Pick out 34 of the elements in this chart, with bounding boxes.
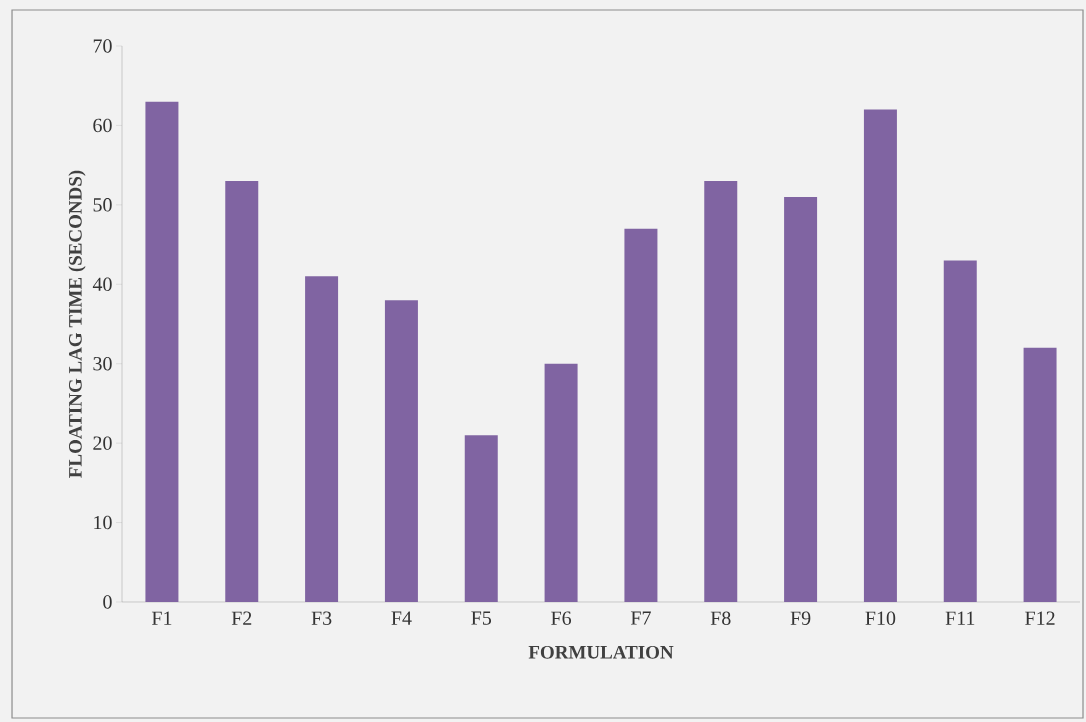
x-tick-label: F11 — [945, 611, 975, 625]
bar — [624, 228, 658, 602]
x-tick-label: F5 — [471, 611, 492, 625]
bar — [704, 181, 738, 602]
bar — [1023, 347, 1057, 602]
y-tick-label: 10 — [94, 515, 112, 530]
x-tick-label: F12 — [1025, 611, 1055, 625]
bar — [943, 260, 977, 602]
x-axis-title: FORMULATION — [528, 645, 674, 659]
y-tick-label: 70 — [93, 39, 112, 53]
y-tick-label: 50 — [93, 198, 112, 212]
x-tick-label: F3 — [311, 611, 332, 625]
y-tick-label: 20 — [93, 436, 112, 450]
bar — [544, 363, 578, 602]
y-tick-label: 30 — [93, 356, 112, 371]
bar — [863, 109, 897, 602]
bar — [784, 196, 818, 602]
y-tick-label: 60 — [93, 118, 112, 133]
bar — [145, 101, 179, 602]
x-tick-label: F4 — [391, 611, 412, 625]
x-tick-label: F8 — [710, 611, 731, 626]
y-tick-label: 40 — [92, 277, 112, 292]
y-tick-label: 0 — [103, 595, 112, 609]
x-tick-label: F1 — [151, 611, 172, 625]
x-tick-label: F2 — [231, 611, 252, 625]
x-tick-label: F10 — [865, 611, 896, 626]
y-axis-title: FLOATING LAG TIME (SECONDS) — [68, 170, 86, 478]
x-tick-label: F9 — [790, 611, 811, 625]
bar — [384, 300, 418, 602]
bar — [225, 181, 259, 602]
x-tick-label: F7 — [630, 611, 651, 625]
bar — [305, 276, 339, 602]
x-tick-label: F6 — [551, 611, 572, 625]
bar — [464, 435, 498, 602]
